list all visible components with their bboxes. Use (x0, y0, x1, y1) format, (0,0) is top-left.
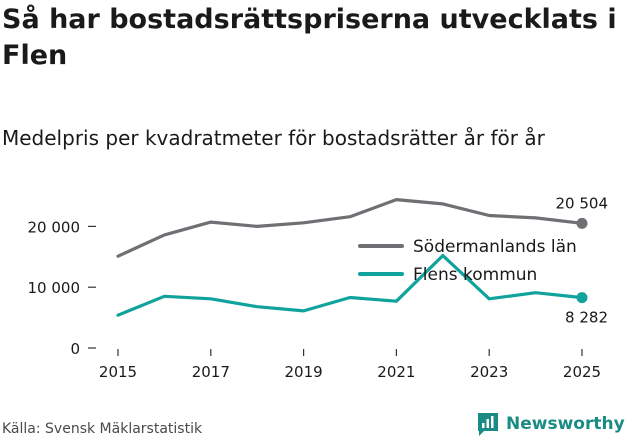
chart-title: Så har bostadsrättspriserna utvecklats i… (2, 4, 617, 71)
brand-name: Newsworthy (506, 414, 625, 434)
flen-end-marker (576, 292, 588, 304)
legend: Södermanlands län Flens kommun (358, 237, 577, 285)
sodermanland-end-label: 20 504 (556, 194, 609, 212)
flen-line (116, 254, 584, 317)
newsworthy-icon (478, 413, 498, 436)
legend-label: Södermanlands län (413, 237, 577, 257)
y-tick-label: 20 000 (28, 218, 81, 236)
x-tick-label: 2015 (99, 363, 137, 381)
flen-end-label: 8 282 (565, 309, 608, 327)
y-tick-label: 0 (70, 340, 80, 358)
series-lines (116, 198, 584, 317)
x-tick-label: 2017 (192, 363, 230, 381)
legend-label: Flens kommun (413, 265, 537, 285)
source-note: Källa: Svensk Mäklarstatistik (2, 421, 203, 437)
y-tick-label: 10 000 (28, 279, 81, 297)
x-tick-label: 2023 (470, 363, 508, 381)
series-end-markers (576, 217, 588, 304)
chart-subtitle: Medelpris per kvadratmeter för bostadsrä… (2, 126, 545, 150)
y-axis-ticks: 0 10 000 20 000 (28, 218, 96, 358)
x-tick-label: 2019 (285, 363, 323, 381)
sodermanland-end-marker (576, 217, 588, 229)
x-tick-label: 2021 (377, 363, 415, 381)
series-end-labels: 20 504 8 282 (556, 194, 609, 326)
x-axis-ticks: 2015 2017 2019 2021 2023 2025 (99, 349, 601, 381)
x-tick-label: 2025 (563, 363, 601, 381)
newsworthy-logo[interactable]: Newsworthy (476, 410, 625, 438)
sodermanland-line (116, 198, 584, 258)
